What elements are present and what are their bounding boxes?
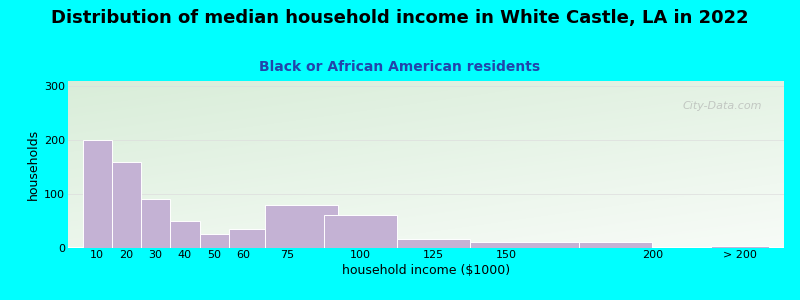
Bar	[199, 234, 229, 247]
Bar	[579, 242, 653, 248]
Text: Black or African American residents: Black or African American residents	[259, 60, 541, 74]
Bar	[266, 205, 338, 248]
Bar	[324, 215, 397, 247]
Bar	[229, 229, 266, 247]
Bar	[112, 162, 141, 248]
Bar	[141, 199, 170, 248]
X-axis label: household income ($1000): household income ($1000)	[342, 264, 510, 278]
Bar	[711, 246, 770, 247]
Bar	[397, 239, 470, 247]
Bar	[470, 242, 579, 248]
Y-axis label: households: households	[27, 129, 40, 200]
Bar	[82, 140, 112, 247]
Text: Distribution of median household income in White Castle, LA in 2022: Distribution of median household income …	[51, 9, 749, 27]
Text: City-Data.com: City-Data.com	[683, 101, 762, 111]
Bar	[170, 220, 199, 248]
